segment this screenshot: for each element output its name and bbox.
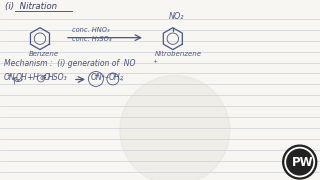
Text: Mechanism :  (i) generation of  NO: Mechanism : (i) generation of NO (4, 58, 135, 68)
Text: ⊕: ⊕ (39, 76, 44, 81)
Text: Benzene: Benzene (29, 51, 59, 57)
Text: –: – (13, 73, 17, 82)
Text: N: N (9, 73, 15, 82)
Text: O: O (91, 73, 97, 82)
Text: H: H (33, 73, 39, 82)
Circle shape (120, 75, 230, 180)
Circle shape (283, 145, 317, 179)
Text: +: + (100, 74, 105, 79)
Text: +: + (152, 58, 157, 64)
Text: O: O (44, 73, 50, 82)
Text: NO₂: NO₂ (169, 12, 184, 21)
Text: conc. HNO₃: conc. HNO₃ (72, 27, 109, 33)
Text: N: N (96, 73, 102, 82)
Text: (i)  Nitration: (i) Nitration (5, 2, 57, 11)
Text: +: + (26, 73, 33, 82)
Text: ,: , (121, 73, 123, 82)
Text: PW: PW (292, 156, 314, 168)
Text: OH: OH (16, 73, 28, 82)
Text: HSO₃: HSO₃ (48, 73, 68, 82)
Text: –: – (105, 73, 109, 82)
Text: conc. H₂SO₄: conc. H₂SO₄ (72, 36, 111, 42)
Text: O: O (4, 73, 10, 82)
Text: Nitrobenzene: Nitrobenzene (155, 51, 202, 57)
Text: OH₂: OH₂ (109, 73, 124, 82)
